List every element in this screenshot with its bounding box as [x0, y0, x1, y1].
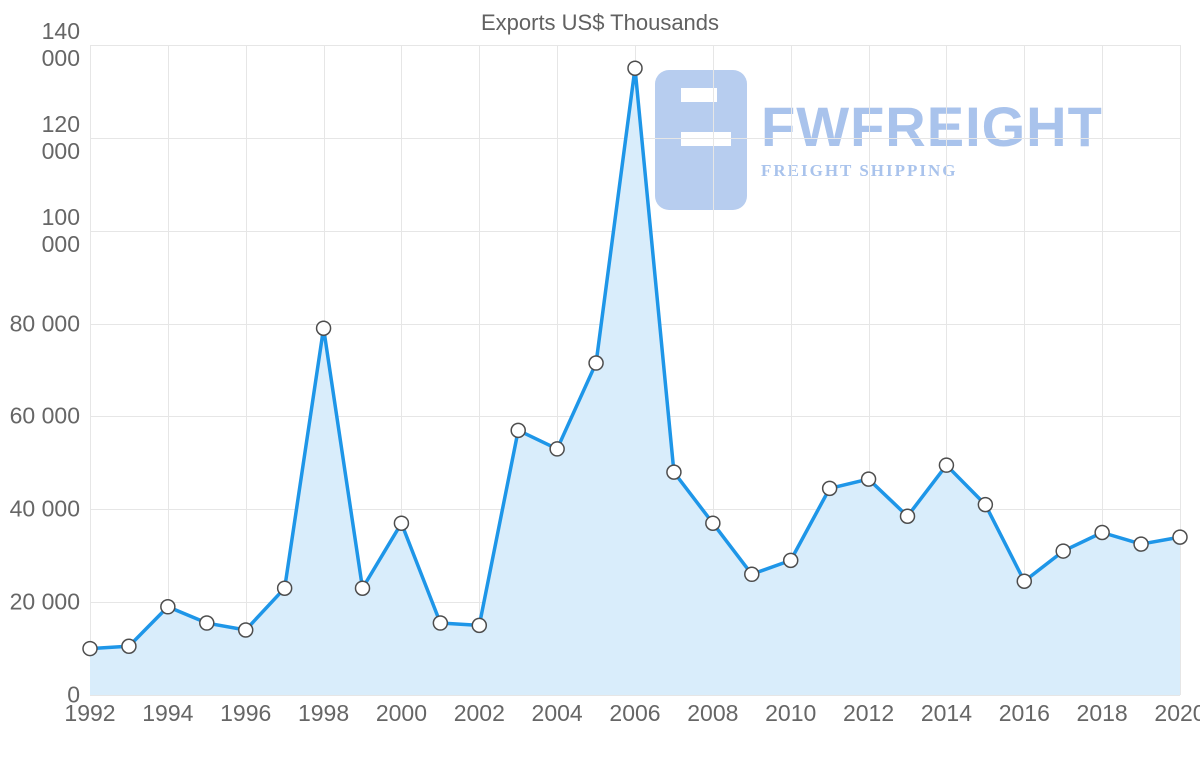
line-chart-svg: 1992: 10,0001993: 10,5001994: 19,0001995…	[90, 45, 1180, 695]
data-point-2000[interactable]: 2000: 37,000	[394, 516, 408, 530]
y-axis-label: 140 000	[0, 18, 80, 72]
data-point-1997[interactable]: 1997: 23,000	[278, 581, 292, 595]
data-point-2003[interactable]: 2003: 57,000	[511, 423, 525, 437]
data-point-1998[interactable]: 1998: 79,000	[317, 321, 331, 335]
data-point-2006[interactable]: 2006: 135,000	[628, 61, 642, 75]
data-point-2016[interactable]: 2016: 24,500	[1017, 574, 1031, 588]
data-point-2009[interactable]: 2009: 26,000	[745, 567, 759, 581]
data-point-1993[interactable]: 1993: 10,500	[122, 639, 136, 653]
data-point-2008[interactable]: 2008: 37,000	[706, 516, 720, 530]
y-axis-label: 60 000	[0, 403, 80, 430]
data-point-2001[interactable]: 2001: 15,500	[433, 616, 447, 630]
data-point-2019[interactable]: 2019: 32,500	[1134, 537, 1148, 551]
x-axis-label: 2004	[532, 700, 583, 727]
x-axis-label: 2016	[999, 700, 1050, 727]
data-point-2005[interactable]: 2005: 71,500	[589, 356, 603, 370]
x-axis-label: 2012	[843, 700, 894, 727]
gridline-vertical	[1180, 45, 1181, 695]
y-axis-label: 80 000	[0, 310, 80, 337]
y-axis-label: 40 000	[0, 496, 80, 523]
x-axis-label: 1998	[298, 700, 349, 727]
data-point-2015[interactable]: 2015: 41,000	[978, 498, 992, 512]
x-axis-label: 2010	[765, 700, 816, 727]
x-axis-label: 2002	[454, 700, 505, 727]
data-point-2002[interactable]: 2002: 15,000	[472, 618, 486, 632]
chart-container: Exports US$ Thousands FWFREIGHT FREIGHT …	[0, 0, 1200, 763]
data-point-2011[interactable]: 2011: 44,500	[823, 481, 837, 495]
y-axis-label: 120 000	[0, 111, 80, 165]
data-point-2014[interactable]: 2014: 49,500	[939, 458, 953, 472]
data-point-2017[interactable]: 2017: 31,000	[1056, 544, 1070, 558]
x-axis-label: 2020	[1154, 700, 1200, 727]
data-point-2010[interactable]: 2010: 29,000	[784, 553, 798, 567]
data-point-2007[interactable]: 2007: 48,000	[667, 465, 681, 479]
area-fill	[90, 68, 1180, 695]
chart-title: Exports US$ Thousands	[0, 10, 1200, 36]
x-axis-label: 2018	[1077, 700, 1128, 727]
data-point-2013[interactable]: 2013: 38,500	[901, 509, 915, 523]
gridline-horizontal	[90, 695, 1180, 696]
data-point-2004[interactable]: 2004: 53,000	[550, 442, 564, 456]
data-point-2012[interactable]: 2012: 46,500	[862, 472, 876, 486]
y-axis-label: 100 000	[0, 204, 80, 258]
data-point-2020[interactable]: 2020: 34,000	[1173, 530, 1187, 544]
x-axis-label: 2008	[687, 700, 738, 727]
data-point-1992[interactable]: 1992: 10,000	[83, 642, 97, 656]
data-point-1994[interactable]: 1994: 19,000	[161, 600, 175, 614]
x-axis-label: 1996	[220, 700, 271, 727]
x-axis-label: 2000	[376, 700, 427, 727]
x-axis-label: 1992	[64, 700, 115, 727]
plot-area: 0 20 000 40 000 60 000 80 000 100 000 120 000 1…	[90, 45, 1180, 695]
data-point-1996[interactable]: 1996: 14,000	[239, 623, 253, 637]
y-axis-label: 20 000	[0, 589, 80, 616]
data-point-1999[interactable]: 1999: 23,000	[356, 581, 370, 595]
x-axis-label: 2006	[609, 700, 660, 727]
x-axis-label: 1994	[142, 700, 193, 727]
x-axis-label: 2014	[921, 700, 972, 727]
data-point-1995[interactable]: 1995: 15,500	[200, 616, 214, 630]
data-point-2018[interactable]: 2018: 35,000	[1095, 526, 1109, 540]
